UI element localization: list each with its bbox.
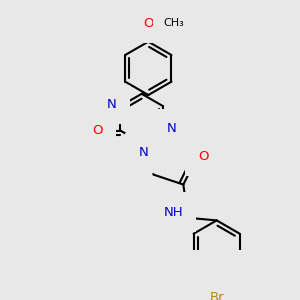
Text: Br: Br <box>209 291 224 300</box>
Text: N: N <box>167 122 177 136</box>
Text: NH: NH <box>164 206 183 219</box>
Text: N: N <box>139 146 148 159</box>
Text: O: O <box>93 124 103 137</box>
Text: O: O <box>198 150 208 163</box>
Text: CH₃: CH₃ <box>164 18 184 28</box>
Text: O: O <box>143 17 154 30</box>
Text: N: N <box>107 98 117 111</box>
